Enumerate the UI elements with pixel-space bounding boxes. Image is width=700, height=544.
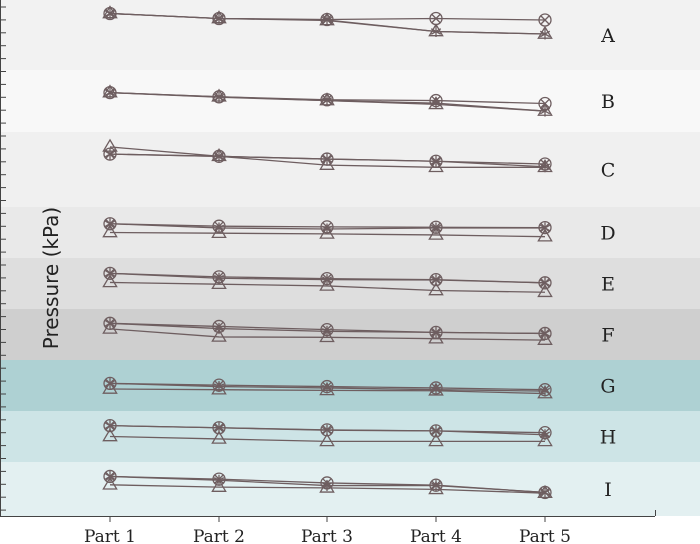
marker-triangle: [428, 282, 444, 296]
series-line-triangle: [109, 146, 545, 168]
marker-triangle: [537, 283, 553, 298]
axis-layer: [0, 0, 656, 522]
band-label-c: C: [601, 160, 616, 182]
band-a-series: [102, 5, 553, 40]
band-g-series: [102, 376, 553, 399]
band-f: [0, 309, 700, 360]
marker-triangle: [211, 430, 227, 444]
band-g: [0, 360, 700, 411]
x-tick-label: Part 2: [193, 527, 245, 544]
marker-triangle: [319, 12, 335, 26]
x-tick-label: Part 1: [84, 527, 136, 544]
marker-triangle: [428, 382, 444, 396]
marker-asterisk: [104, 377, 116, 389]
marker-triangle: [211, 148, 227, 162]
marker-triangle: [102, 476, 118, 490]
series-line-triangle: [109, 435, 545, 443]
label-layer: Part 1 Part 2 Part 3 Part 4 Part 5 A B C D E F G H I: [84, 25, 616, 544]
marker-triangle: [537, 385, 553, 399]
marker-triangle: [102, 84, 118, 98]
marker-asterisk: [213, 323, 225, 335]
marker-asterisk: [213, 222, 225, 234]
band-c: [0, 132, 700, 207]
marker-asterisk: [104, 317, 116, 329]
marker-triangle: [102, 428, 118, 442]
marker-triangle: [428, 481, 444, 495]
band-label-b: B: [601, 91, 615, 113]
band-label-g: G: [600, 376, 615, 398]
marker-triangle: [102, 224, 118, 238]
marker-triangle: [211, 381, 227, 395]
band-d: [0, 207, 700, 258]
marker-triangle: [102, 320, 118, 334]
marker-triangle: [537, 433, 553, 447]
marker-triangle: [537, 159, 553, 173]
marker-triangle: [537, 25, 553, 39]
marker-triangle: [428, 23, 444, 37]
marker-triangle: [211, 88, 227, 102]
marker-triangle: [537, 484, 553, 499]
marker-triangle: [537, 102, 553, 116]
marker-triangle: [428, 96, 444, 110]
band-label-e: E: [601, 274, 615, 296]
marker-triangle: [428, 330, 444, 344]
marker-triangle: [211, 10, 227, 24]
marker-triangle: [102, 380, 118, 394]
x-tick-label: Part 3: [301, 527, 353, 544]
band-e-series: [102, 266, 553, 298]
band-label-f: F: [601, 325, 614, 347]
band-label-h: H: [600, 427, 617, 449]
band-c-series: [102, 138, 553, 173]
marker-triangle: [319, 225, 335, 239]
marker-asterisk: [104, 267, 116, 279]
marker-asterisk: [539, 222, 551, 234]
marker-triangle: [537, 228, 553, 242]
x-tick-label: Part 5: [519, 527, 571, 544]
marker-triangle: [319, 329, 335, 343]
series-line-triangle: [109, 231, 546, 238]
marker-triangle: [319, 433, 335, 447]
band-label-a: A: [600, 25, 615, 47]
series-line-triangle: [109, 388, 546, 395]
band-label-d: D: [600, 223, 615, 245]
marker-triangle: [537, 331, 553, 345]
band-f-series: [102, 316, 553, 345]
series-line-triangle: [109, 484, 546, 494]
series-line-triangle: [109, 281, 546, 293]
marker-triangle: [211, 328, 227, 342]
band-b-series: [102, 84, 553, 117]
series-layer: [102, 5, 553, 500]
band-i-series: [102, 469, 553, 500]
marker-triangle: [211, 478, 227, 492]
band-h-series: [102, 418, 553, 447]
band-e: [0, 258, 700, 309]
marker-triangle: [102, 138, 118, 152]
marker-triangle: [319, 479, 335, 493]
marker-triangle: [319, 382, 335, 396]
series-line-triangle: [109, 91, 546, 112]
marker-triangle: [428, 433, 444, 447]
marker-triangle: [319, 156, 335, 170]
marker-asterisk: [104, 470, 116, 482]
y-axis-title: Pressure (kPa): [39, 207, 63, 349]
marker-asterisk: [104, 148, 116, 160]
marker-asterisk: [321, 223, 333, 235]
marker-triangle: [319, 277, 335, 291]
band-h: [0, 411, 700, 462]
series-line-triangle: [109, 12, 546, 35]
band-a: [0, 0, 700, 70]
marker-triangle: [102, 5, 118, 19]
marker-triangle: [102, 274, 118, 288]
band-label-i: I: [604, 479, 612, 501]
series-line-triangle: [109, 328, 546, 341]
marker-triangle: [428, 226, 444, 240]
x-tick-label: Part 4: [410, 527, 462, 544]
marker-asterisk: [104, 218, 116, 230]
band-d-series: [102, 217, 553, 242]
marker-triangle: [211, 275, 227, 290]
marker-triangle: [319, 92, 335, 106]
marker-triangle: [428, 159, 444, 173]
marker-triangle: [211, 224, 227, 239]
